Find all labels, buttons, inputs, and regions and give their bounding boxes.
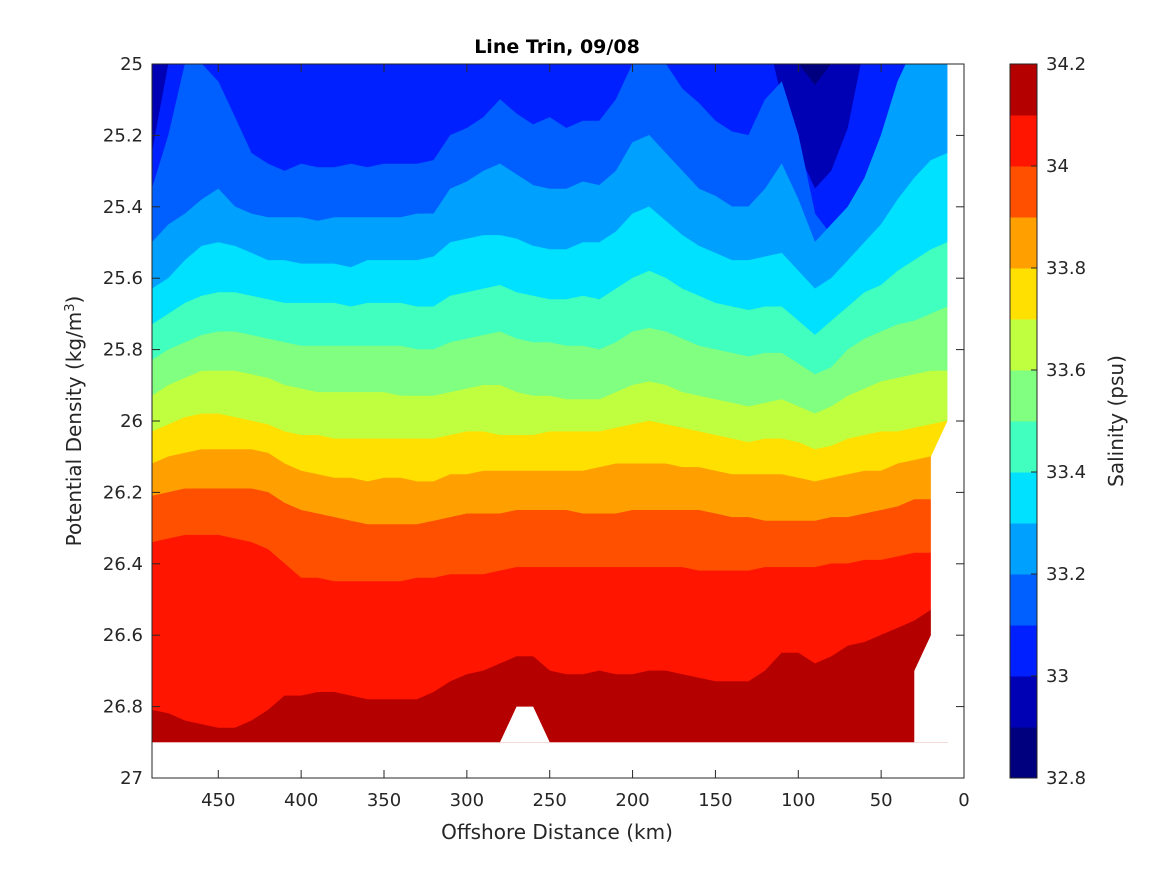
x-tick-label: 100 [781, 790, 815, 811]
colorbar [1009, 63, 1038, 779]
colorbar-swatch [1010, 319, 1037, 371]
y-tick-label: 25.6 [103, 268, 143, 289]
colorbar-label: Salinity (psu) [1104, 355, 1128, 487]
colorbar-tick-label: 33.6 [1046, 360, 1086, 381]
colorbar-swatch [1010, 472, 1037, 524]
x-tick-label: 350 [367, 790, 401, 811]
colorbar-tick-label: 32.8 [1046, 768, 1086, 789]
colorbar-swatch [1010, 676, 1037, 728]
x-axis-label: Offshore Distance (km) [441, 820, 673, 844]
mask-nearshore-top [947, 64, 964, 421]
colorbar-tick-label: 33.4 [1046, 462, 1086, 483]
y-tick-label: 26.4 [103, 554, 143, 575]
y-axis-label: Potential Density (kg/m3) [62, 296, 86, 547]
y-axis-ticks: 25 25.2 25.4 25.6 25.8 26 26.2 26.4 26.6 26.8 27 [103, 54, 964, 789]
colorbar-swatch [1010, 727, 1037, 779]
x-tick-label: 150 [698, 790, 732, 811]
x-tick-label: 250 [533, 790, 567, 811]
colorbar-swatch [1010, 523, 1037, 575]
colorbar-swatch [1010, 217, 1037, 269]
y-tick-label: 26.8 [103, 697, 143, 718]
y-tick-label: 26 [120, 411, 143, 432]
y-tick-label: 27 [120, 768, 143, 789]
colorbar-tick-label: 33 [1046, 666, 1069, 687]
colorbar-swatch [1010, 64, 1037, 116]
no-data-masks [152, 64, 964, 778]
mask-bottom-notch [500, 706, 550, 743]
colorbar-swatch [1010, 370, 1037, 422]
x-tick-label: 300 [450, 790, 484, 811]
colorbar-ticks: 32.8 33 33.2 33.4 33.6 33.8 34 34.2 [1031, 54, 1086, 789]
x-tick-label: 200 [615, 790, 649, 811]
x-axis-ticks: 450 400 350 300 250 200 150 100 50 0 [201, 64, 970, 811]
y-tick-label: 25.4 [103, 197, 143, 218]
contour-bands [152, 64, 948, 743]
x-tick-label: 0 [958, 790, 969, 811]
y-axis-label-suffix: ) [62, 296, 86, 304]
mask-nearshore [914, 421, 964, 743]
y-tick-label: 26.2 [103, 482, 143, 503]
chart-title: Line Trin, 09/08 [474, 36, 640, 58]
y-tick-label: 25.2 [103, 125, 143, 146]
colorbar-tick-label: 34 [1046, 156, 1069, 177]
colorbar-tick-label: 33.8 [1046, 258, 1086, 279]
colorbar-frame [1009, 63, 1038, 779]
y-tick-label: 25.8 [103, 340, 143, 361]
colorbar-swatch [1010, 421, 1037, 473]
colorbar-swatch [1010, 268, 1037, 320]
colorbar-swatch [1010, 115, 1037, 167]
x-tick-label: 450 [201, 790, 235, 811]
y-tick-label: 26.6 [103, 625, 143, 646]
colorbar-swatch [1010, 625, 1037, 677]
colorbar-tick-label: 33.2 [1046, 564, 1086, 585]
mask-bottom [152, 742, 964, 778]
x-tick-label: 50 [870, 790, 893, 811]
colorbar-tick-label: 34.2 [1046, 54, 1086, 75]
colorbar-swatch [1010, 574, 1037, 626]
x-tick-label: 400 [284, 790, 318, 811]
band-34.1 [152, 606, 948, 743]
colorbar-swatch [1010, 166, 1037, 218]
y-tick-label: 25 [120, 54, 143, 75]
y-axis-label-superscript: 3 [63, 303, 78, 311]
y-axis-label-main: Potential Density (kg/m [62, 312, 86, 547]
